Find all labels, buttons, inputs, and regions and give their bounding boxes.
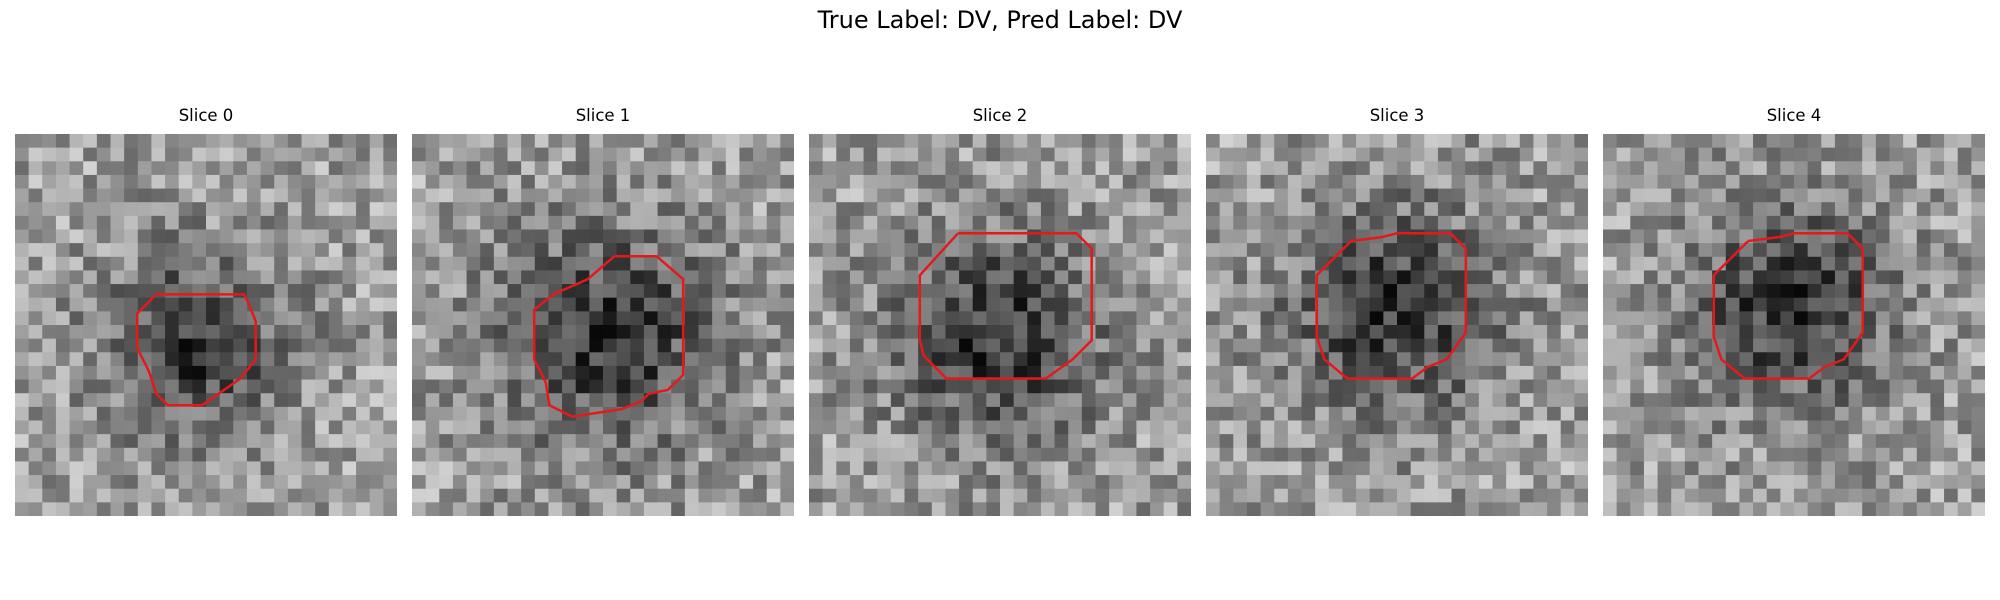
- segmentation-contour: [135, 293, 257, 407]
- pixel-grid: [15, 134, 397, 516]
- slice-title: Slice 4: [1766, 106, 1822, 125]
- slice-title: Slice 1: [575, 106, 631, 125]
- segmentation-contour: [1315, 232, 1468, 380]
- slice-image: [1206, 134, 1588, 516]
- pixel-grid: [412, 134, 794, 516]
- slice-title: Slice 0: [178, 106, 234, 125]
- segmentation-contour: [532, 254, 685, 418]
- segmentation-contour: [918, 232, 1093, 380]
- segmentation-contour: [1712, 232, 1865, 380]
- slice-image: [809, 134, 1191, 516]
- slice-title: Slice 3: [1369, 106, 1425, 125]
- pixel-grid: [1603, 134, 1985, 516]
- figure-title: True Label: DV, Pred Label: DV: [817, 6, 1183, 34]
- slice-image: [1603, 134, 1985, 516]
- pixel-grid: [1206, 134, 1588, 516]
- slice-image: [15, 134, 397, 516]
- slice-image: [412, 134, 794, 516]
- pixel-grid: [809, 134, 1191, 516]
- slice-title: Slice 2: [972, 106, 1028, 125]
